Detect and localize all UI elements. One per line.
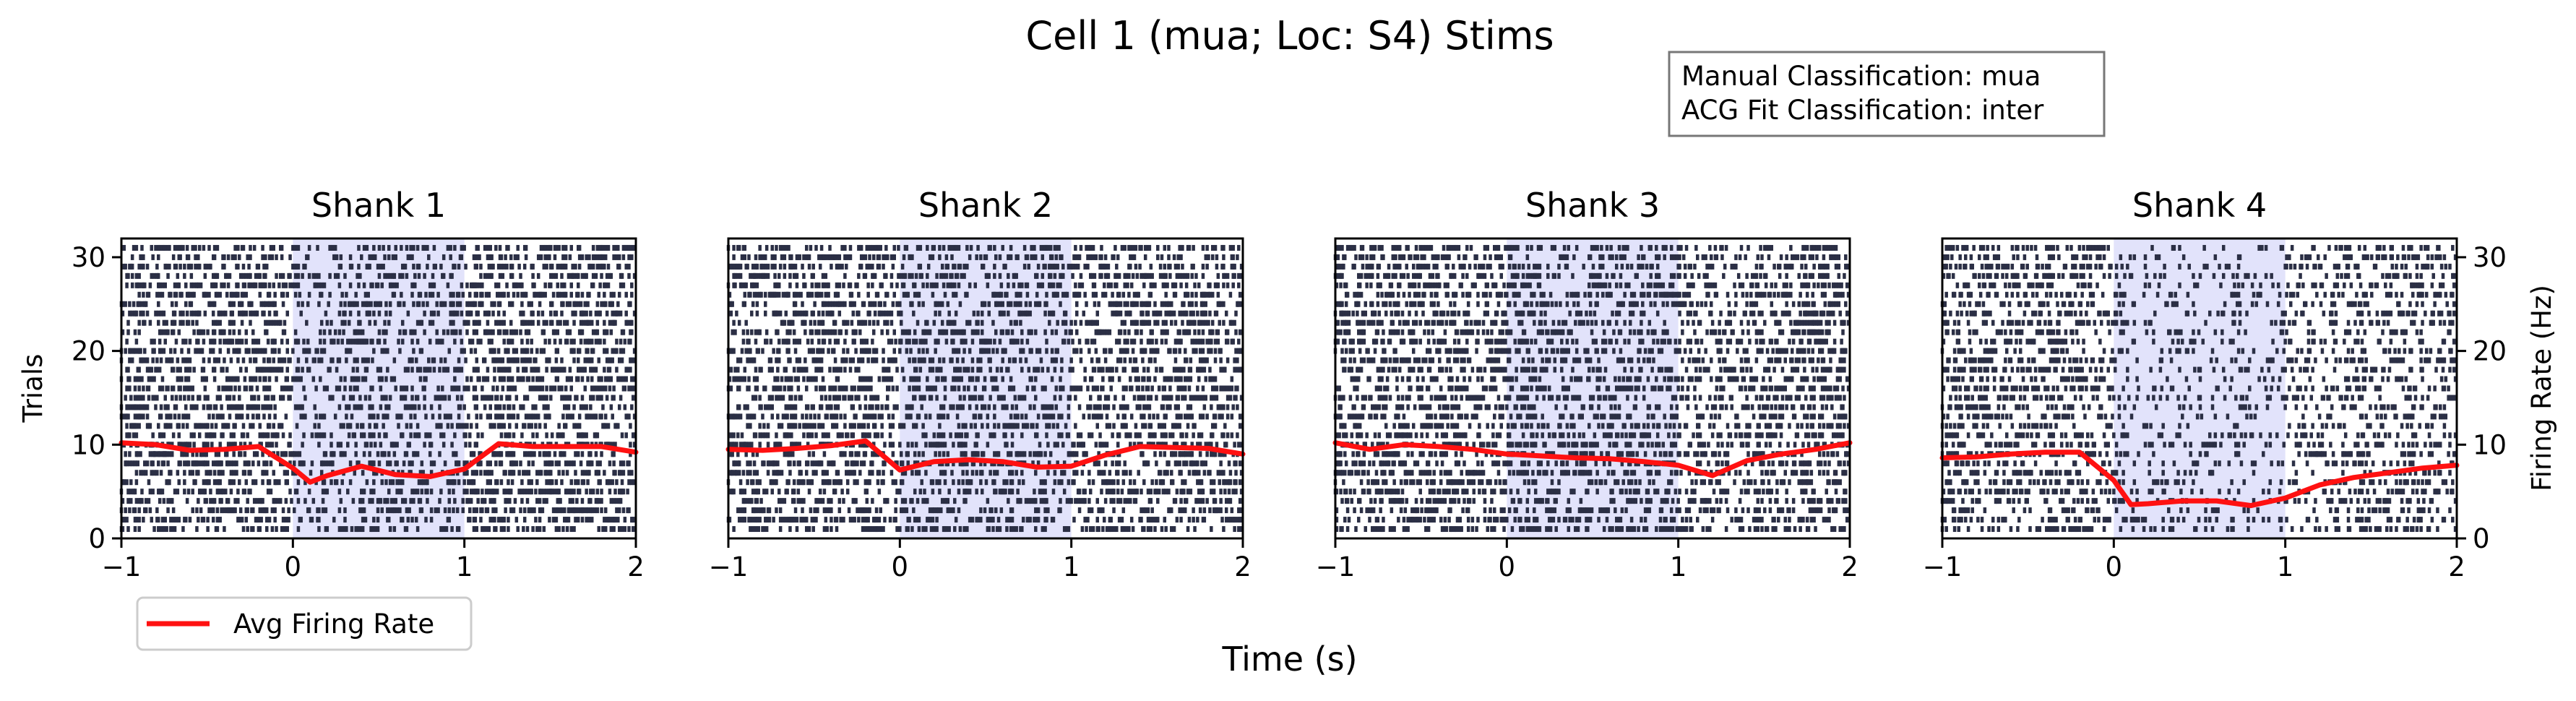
info-line-acg: ACG Fit Classification: inter [1681, 95, 2044, 126]
y-tick-label: 30 [72, 242, 105, 273]
y-tick-label: 0 [88, 523, 105, 554]
panel-title: Shank 1 [311, 186, 446, 225]
x-tick-label: −1 [102, 551, 142, 582]
x-tick-label: 0 [285, 551, 302, 582]
axes-frame [120, 237, 637, 540]
panel-2: Shank 2−1 0 1 2 [709, 186, 1252, 582]
stim-window-shade [293, 238, 465, 538]
info-box: Manual Classification: mua ACG Fit Class… [1668, 51, 2106, 137]
avg-firing-rate-line [119, 440, 639, 485]
y-tick-label: 20 [72, 336, 105, 367]
info-box-frame [1668, 51, 2106, 137]
spike-raster [726, 244, 1244, 533]
spike-raster [119, 244, 637, 533]
x-tick-label: 1 [456, 551, 473, 582]
figure-title: Cell 1 (mua; Loc: S4) Stims [1025, 13, 1554, 59]
x-tick-label: 2 [627, 551, 645, 582]
y-tick-label: 10 [72, 429, 105, 460]
info-line-manual: Manual Classification: mua [1681, 61, 2041, 92]
